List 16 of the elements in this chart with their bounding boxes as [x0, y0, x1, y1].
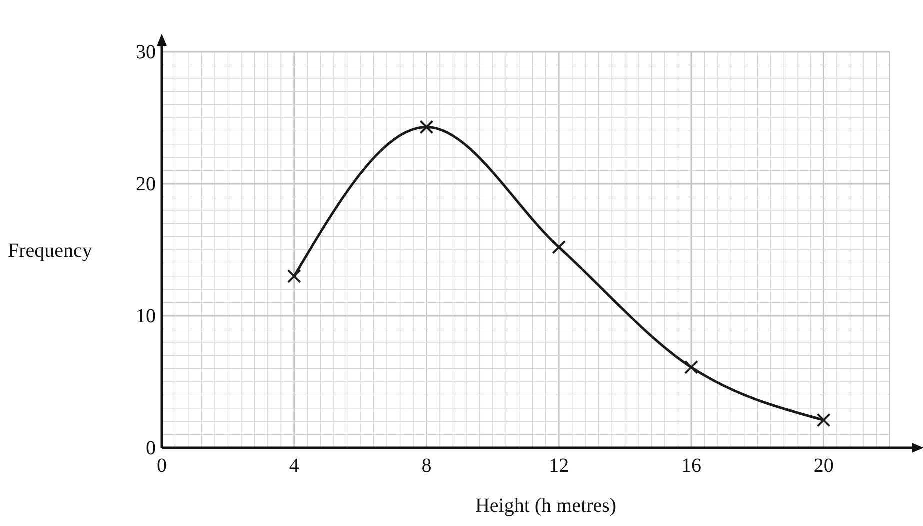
x-tick-label: 12	[549, 455, 570, 478]
point	[287, 269, 302, 284]
y-tick-label: 30	[136, 41, 156, 64]
x-tick-label: 16	[681, 455, 702, 478]
x-tick-label: 20	[814, 455, 834, 478]
y-tick-label: 0	[146, 437, 156, 460]
y-tick-label: 20	[136, 173, 156, 196]
point	[552, 240, 566, 254]
point	[816, 413, 831, 428]
point	[684, 360, 698, 374]
x-tick-label: 4	[289, 455, 300, 478]
point	[420, 120, 434, 134]
y-axis-title: Frequency	[8, 240, 92, 262]
x-tick-label: 8	[422, 455, 432, 478]
y-tick-label: 10	[136, 305, 156, 328]
x-axis-title: Height (h metres)	[475, 495, 617, 517]
